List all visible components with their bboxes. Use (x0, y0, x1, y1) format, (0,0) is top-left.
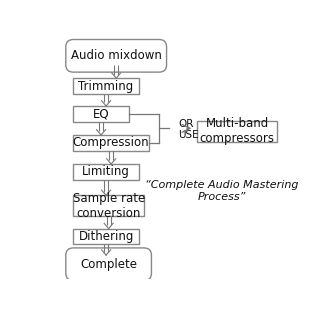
Text: Complete: Complete (80, 258, 137, 271)
Bar (73, 164, 139, 180)
Bar (197, 121, 277, 142)
FancyBboxPatch shape (66, 40, 166, 72)
Text: EQ: EQ (93, 107, 110, 120)
Bar (73, 135, 149, 151)
Bar (73, 229, 139, 244)
FancyBboxPatch shape (66, 248, 151, 280)
Text: Dithering: Dithering (78, 230, 134, 243)
Bar (73, 78, 139, 94)
Text: OR
USE: OR USE (178, 119, 199, 140)
Text: Compression: Compression (73, 136, 150, 149)
Bar (73, 106, 129, 122)
Text: “Complete Audio Mastering
Process”: “Complete Audio Mastering Process” (145, 181, 299, 202)
Text: Trimming: Trimming (79, 79, 134, 93)
Text: Multi-band
compressors: Multi-band compressors (200, 117, 275, 145)
Bar (73, 195, 144, 216)
Text: Limiting: Limiting (82, 165, 130, 178)
Text: Audio mixdown: Audio mixdown (71, 49, 162, 62)
Text: Sample rate
conversion: Sample rate conversion (72, 192, 145, 220)
